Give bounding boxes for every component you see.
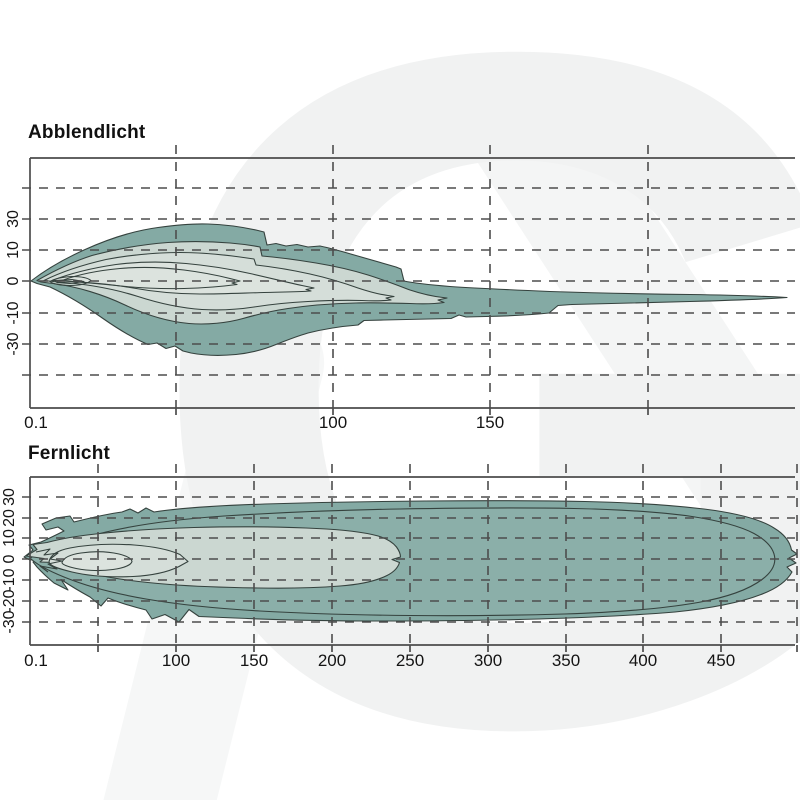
fernlicht-plot (22, 464, 798, 652)
abblendlicht-contour-core-dash (54, 278, 85, 285)
abblendlicht-plot (22, 145, 795, 415)
abblendlicht-title: Abblendlicht (28, 122, 146, 143)
fernlicht-contour-level-4 (61, 551, 133, 572)
abblendlicht-contour-level-5 (61, 266, 241, 290)
fernlicht-contour-tip-detail (35, 548, 63, 573)
abblendlicht-contour-level-4 (51, 261, 315, 295)
brand-watermark-g: G (140, 0, 800, 800)
fernlicht-title: Fernlicht (28, 443, 111, 464)
